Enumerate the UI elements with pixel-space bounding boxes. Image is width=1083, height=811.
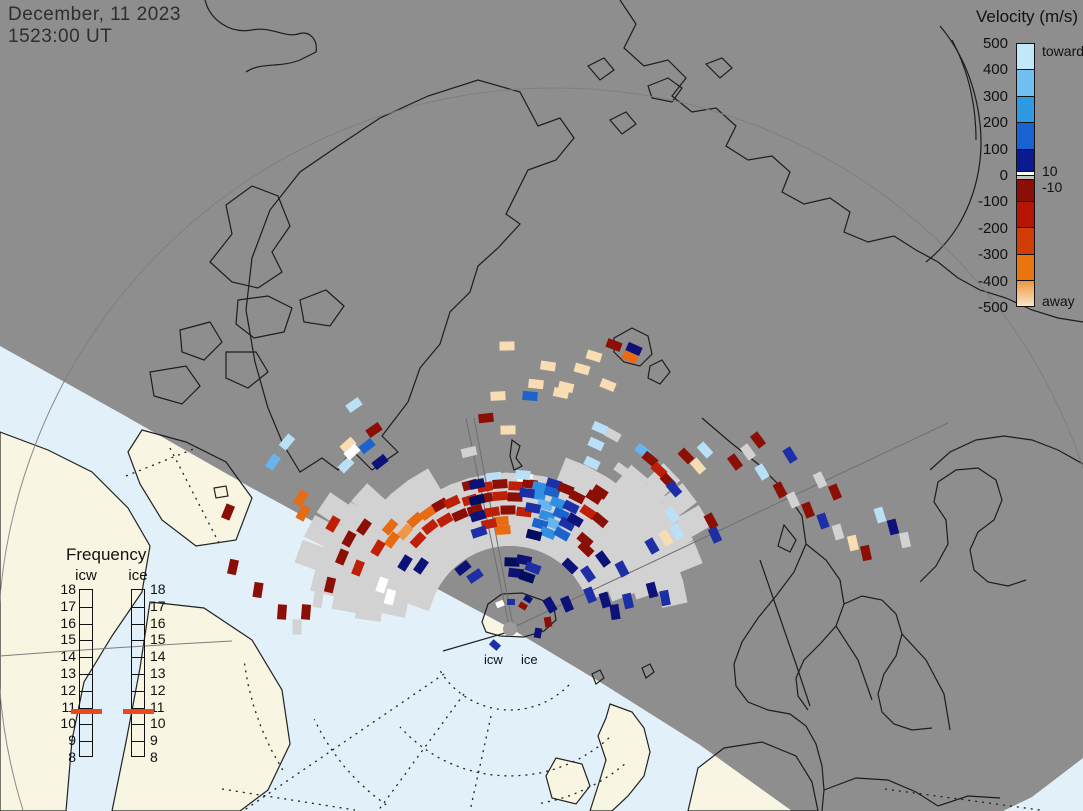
ladder-rung [132,707,144,709]
velocity-tick-label: 100 [982,141,1008,158]
velocity-legend-title: Velocity (m/s) [975,7,1078,26]
frequency-scale-label: 16 [60,614,76,631]
velocity-segment [1016,170,1035,175]
frequency-scale-label: 9 [150,732,158,749]
ladder-rung [132,724,144,726]
ladder-rung [132,606,144,608]
frequency-scale-label: 17 [60,597,76,614]
ladder-rung [80,623,92,625]
velocity-tick-label: 500 [982,35,1008,52]
frequency-scale-label: 10 [60,715,76,732]
ladder-rung [132,690,144,692]
frequency-ladder-ice [131,589,145,757]
ladder-rung [132,623,144,625]
graticule-dotted [125,447,1041,811]
groundscatter-cell [390,479,426,515]
groundscatter-cell [316,492,352,527]
frequency-legend-title: Frequency [66,545,147,564]
groundscatter-cell [676,505,711,539]
velocity-tick-label: -400 [977,273,1008,290]
frequency-col-icw-label: icw [75,567,97,584]
ladder-rung [80,606,92,608]
ladder-rung [80,640,92,642]
velocity-tick-label: -100 [977,193,1008,210]
upper-threshold-label: 10 [1042,163,1058,179]
frequency-scale-label: 9 [68,732,76,749]
ladder-rung [132,741,144,743]
velocity-tick-label: -300 [977,246,1008,263]
ladder-rung [132,640,144,642]
velocity-segment [1016,174,1035,180]
velocity-colorbar [1016,43,1035,307]
velocity-segment [1016,69,1035,96]
velocity-segment [1016,95,1035,123]
groundscatter-cell [669,540,703,573]
velocity-tick-label: 300 [982,88,1008,105]
ladder-rung [80,707,92,709]
frequency-scale-label: 17 [150,597,166,614]
velocity-segment [1016,148,1035,171]
frequency-scale-label: 14 [60,648,76,665]
date-label: December, 11 2023 [8,4,181,25]
frequency-scale-label: 16 [150,614,166,631]
timestamp: December, 11 2023 1523:00 UT [8,4,181,48]
dotted-graticule-line [540,763,625,804]
dotted-graticule-line [221,788,356,811]
velocity-segment [1016,280,1035,307]
velocity-tick-label: -500 [977,299,1008,316]
frequency-scale-label: 14 [150,648,166,665]
velocity-segment [1016,253,1035,281]
dotted-graticule-line [313,718,387,806]
ladder-rung [132,674,144,675]
frequency-ladder-icw [79,589,93,757]
frequency-col-ice-label: ice [128,567,148,584]
frequency-scale-label: 18 [150,581,166,597]
velocity-tick-label: 0 [999,167,1008,184]
lower-threshold-label: -10 [1042,179,1063,195]
velocity-tick-label: -200 [977,220,1008,237]
velocity-segment [1016,122,1035,149]
velocity-tick-label: 200 [982,114,1008,131]
frequency-marker-ice [123,709,154,714]
frequency-scale-label: 13 [150,665,166,681]
ladder-rung [80,724,92,726]
frequency-marker-icw [71,709,102,714]
time-label: 1523:00 UT [8,26,113,47]
ladder-rung [80,690,92,692]
radar-label-ice: ice [521,652,538,667]
ladder-rung [80,741,92,743]
velocity-segment [1016,179,1035,201]
toward-label: toward [1042,43,1083,59]
velocity-segment [1016,200,1035,228]
away-label: away [1042,293,1075,309]
frequency-scale-label: 10 [150,715,166,732]
frequency-scale-label: 12 [60,681,76,698]
velocity-segment [1016,227,1035,254]
frequency-scale-label: 8 [150,749,158,765]
velocity-segment [1016,43,1035,70]
groundscatter-cell [407,468,442,504]
radar-label-icw: icw [484,652,503,667]
frequency-scale-label: 13 [60,665,76,681]
frequency-scale-label: 18 [60,581,76,597]
frequency-scale-label: 12 [150,681,166,698]
ladder-rung [80,657,92,659]
groundscatter-cell [351,483,387,519]
frequency-scale-label: 15 [60,631,76,648]
frequency-scale-label: 8 [68,749,76,765]
radar-site-dot [503,622,517,636]
velocity-tick-label: 400 [982,61,1008,78]
frequency-scale-label: 15 [150,631,166,648]
ladder-rung [132,657,144,659]
dotted-graticule-line [884,788,1041,811]
ladder-rung [80,674,92,675]
